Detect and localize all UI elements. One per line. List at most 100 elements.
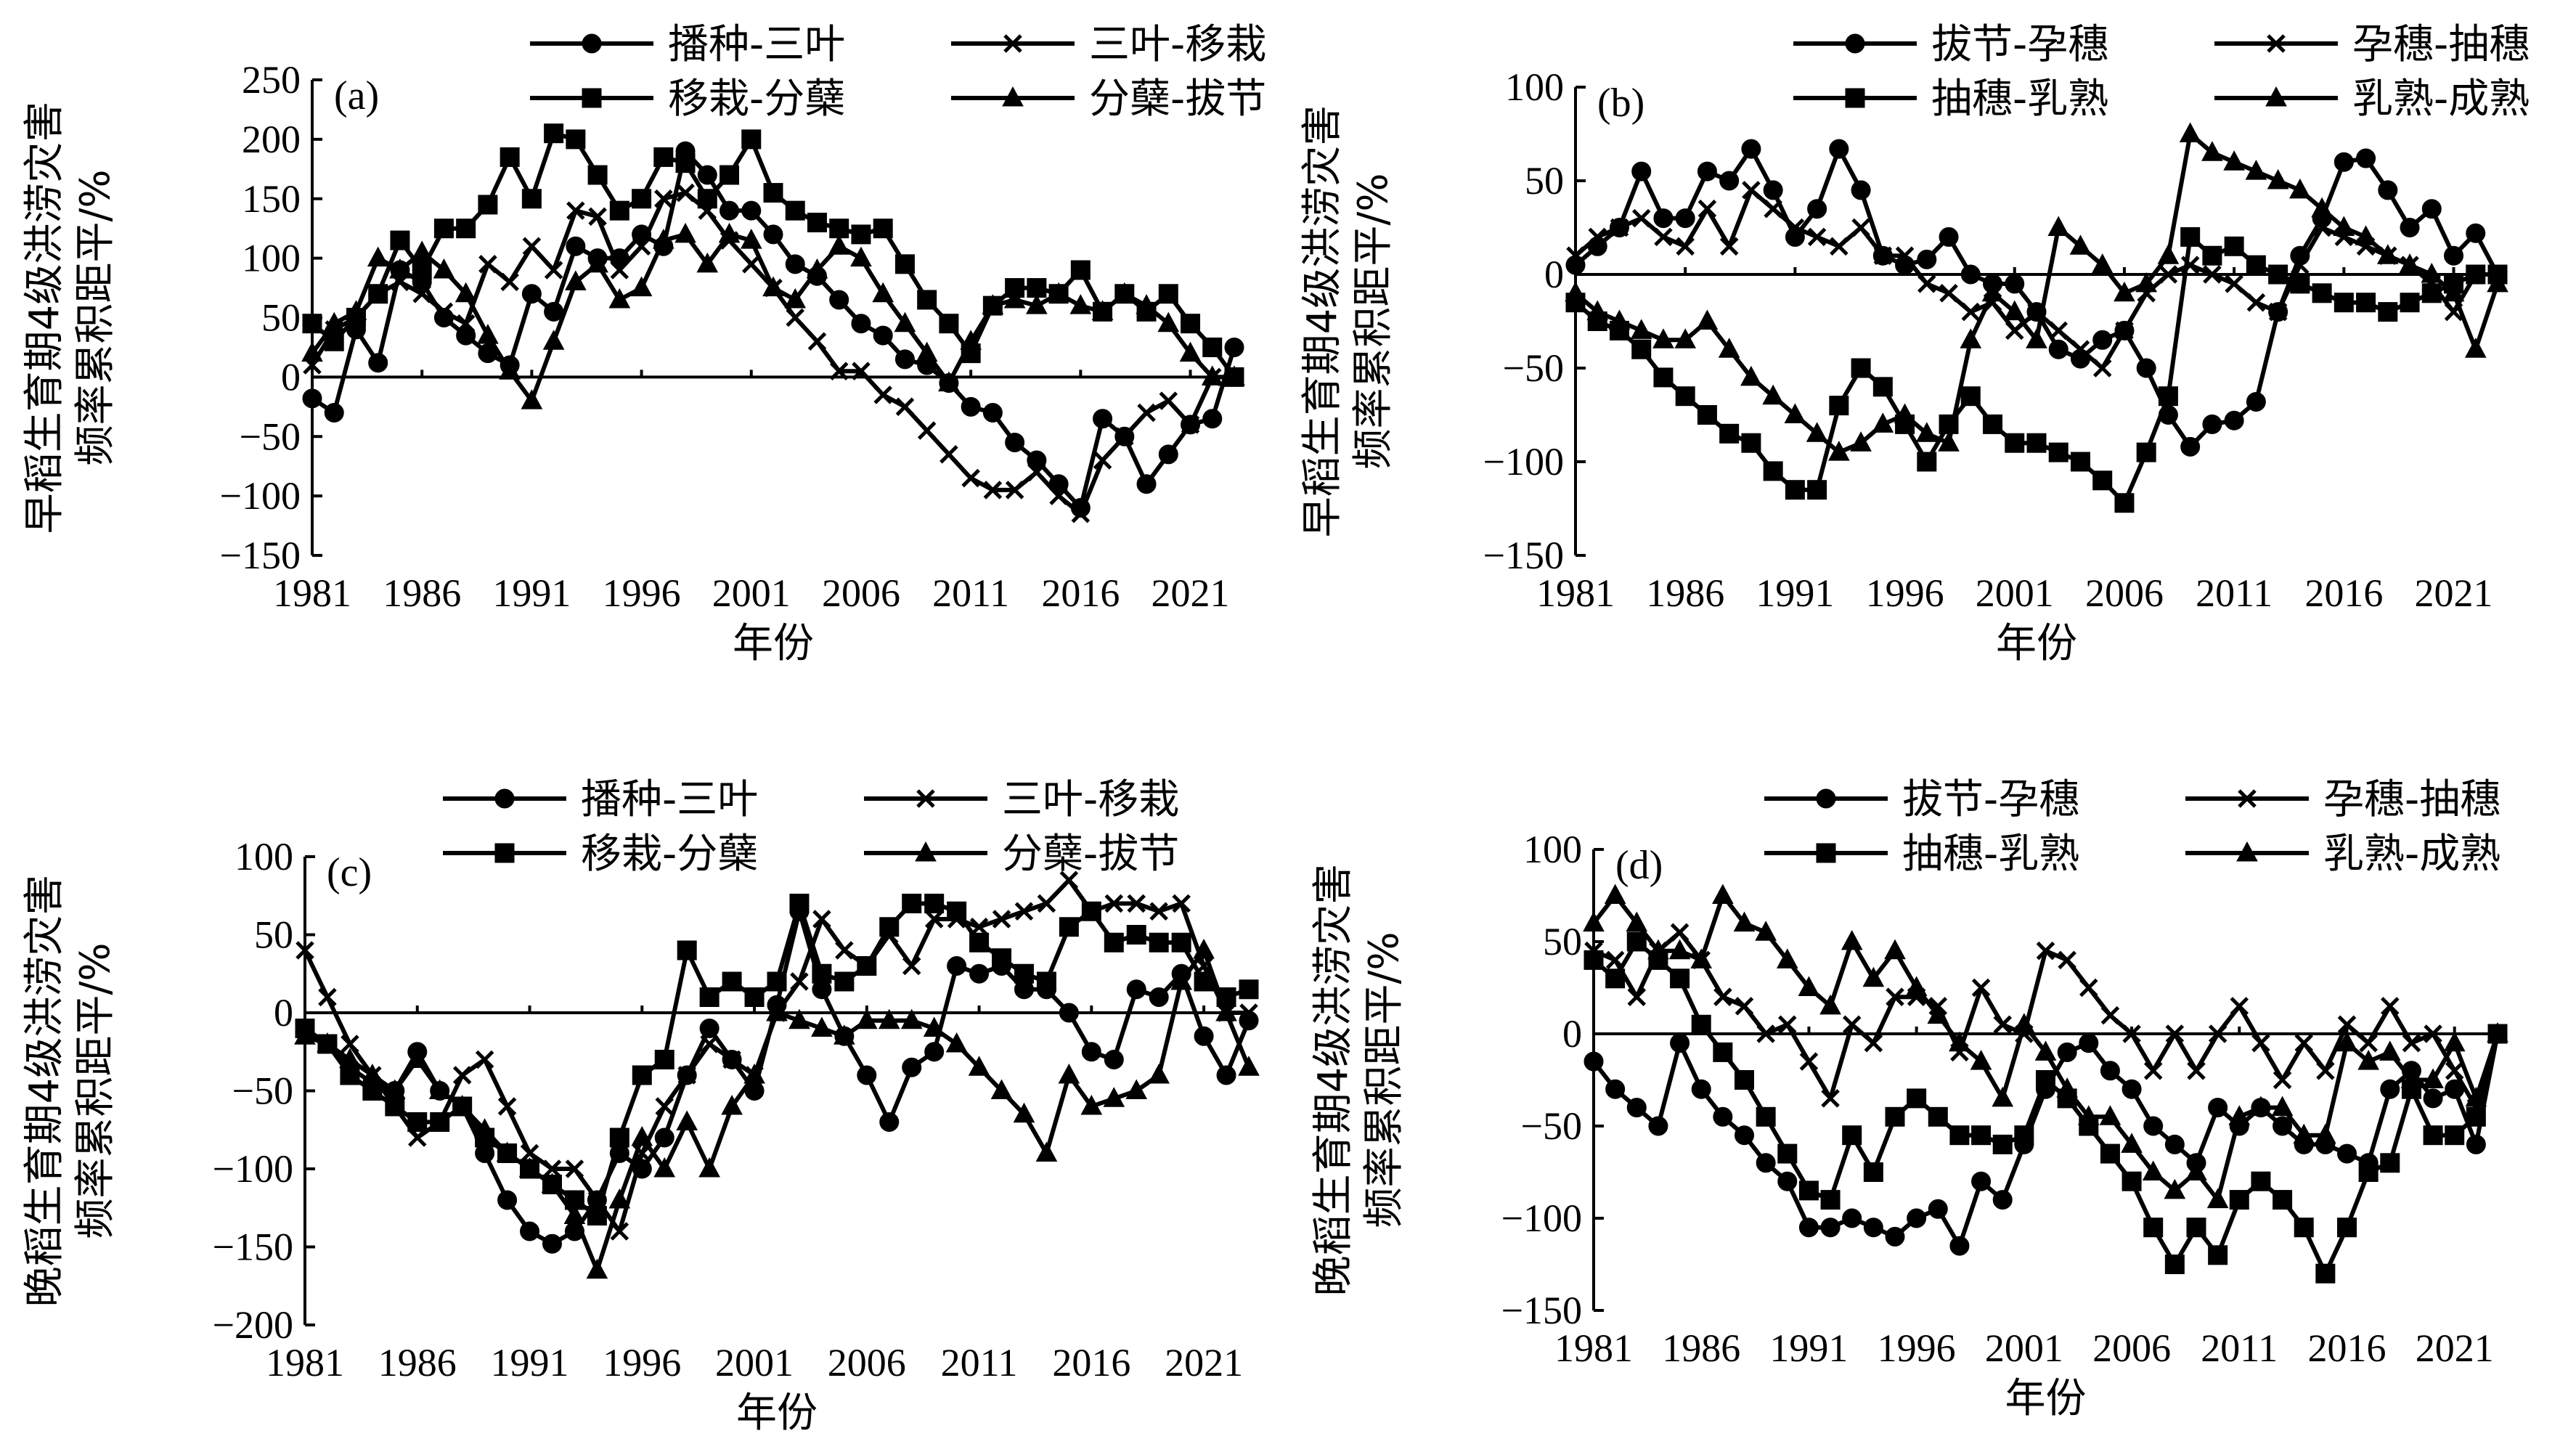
data-point — [2114, 493, 2135, 513]
y-tick-label: −50 — [232, 1069, 293, 1113]
x-tick-label: 2021 — [2415, 571, 2493, 615]
data-point — [1798, 976, 1820, 996]
data-point — [1676, 237, 1695, 256]
data-point — [1631, 339, 1652, 359]
data-point — [2100, 1006, 2120, 1025]
data-point — [2157, 244, 2180, 264]
data-point — [2187, 1061, 2206, 1080]
data-point — [1777, 1171, 1798, 1191]
data-point — [2223, 150, 2245, 171]
data-point — [2165, 1024, 2185, 1043]
data-point — [1992, 1190, 2013, 1210]
data-point — [302, 314, 322, 334]
x-tick-label: 1996 — [1866, 571, 1944, 615]
data-point — [2005, 433, 2025, 453]
data-point — [2400, 218, 2420, 237]
data-point — [902, 1057, 922, 1077]
data-point — [1036, 971, 1056, 992]
data-point — [857, 956, 877, 976]
data-point — [1675, 208, 1695, 229]
data-point — [2121, 1133, 2143, 1153]
data-point — [741, 200, 762, 221]
data-point — [1970, 1050, 1992, 1070]
data-point — [1776, 948, 1798, 968]
data-point — [1755, 921, 1777, 941]
data-point — [2026, 433, 2047, 453]
legend-label: 拔节-孕穗 — [1931, 21, 2108, 68]
data-point — [2036, 1070, 2055, 1090]
data-point — [496, 1141, 518, 1162]
data-point — [2091, 253, 2114, 274]
data-point — [894, 254, 915, 274]
data-point — [1202, 337, 1223, 357]
data-point — [1239, 1003, 1258, 1022]
x-tick-label: 2021 — [2416, 1326, 2494, 1370]
x-tick-label: 2006 — [822, 571, 900, 615]
data-point — [1652, 328, 1674, 348]
data-point — [2005, 274, 2025, 294]
data-point — [451, 1094, 473, 1115]
data-point — [1648, 1116, 1668, 1136]
data-point — [2164, 1178, 2186, 1199]
data-point — [1762, 384, 1784, 405]
data-point — [2143, 1218, 2164, 1238]
data-point — [947, 901, 967, 921]
data-point — [1005, 278, 1025, 298]
x-axis-label: 年份 — [733, 620, 814, 667]
data-point — [566, 201, 585, 220]
series-4 — [1583, 884, 2508, 1209]
y-axis-label-line2: 频率累积距平/% — [1350, 173, 1397, 469]
data-point — [785, 200, 805, 221]
y-tick-label: −50 — [1503, 346, 1564, 390]
y-tick-label: 50 — [254, 913, 293, 957]
x-axis-label: 年份 — [2005, 1375, 2087, 1422]
legend-item: 播种-三叶 — [443, 776, 758, 823]
data-point — [2316, 1061, 2335, 1080]
data-point — [407, 1128, 427, 1147]
data-point — [1864, 1033, 1883, 1053]
data-point — [1807, 480, 1827, 500]
data-point — [1992, 1134, 2013, 1154]
data-point — [2273, 1070, 2292, 1090]
data-point — [1136, 294, 1157, 314]
data-point — [2442, 281, 2465, 302]
data-point — [806, 258, 828, 279]
data-point — [1799, 1052, 1819, 1071]
data-point — [473, 1118, 496, 1138]
series-4 — [294, 938, 1260, 1279]
data-point — [2208, 1024, 2227, 1043]
data-point — [2400, 1068, 2423, 1088]
data-point — [2315, 1263, 2336, 1284]
data-point — [1938, 431, 1960, 452]
data-point — [544, 123, 564, 144]
data-point — [744, 987, 765, 1007]
x-tick-label: 1991 — [1756, 571, 1834, 615]
panel-label: (b) — [1597, 81, 1644, 126]
data-point — [1718, 338, 1740, 358]
data-point — [1917, 274, 1936, 293]
data-point — [945, 1032, 968, 1053]
data-point — [1159, 391, 1178, 410]
data-point — [916, 341, 938, 362]
data-point — [720, 200, 740, 221]
data-point — [1764, 199, 1782, 219]
data-point — [653, 147, 674, 167]
y-tick-label: 50 — [1543, 920, 1582, 963]
data-point — [586, 1258, 608, 1279]
data-point — [323, 311, 346, 333]
x-tick-label: 1986 — [1662, 1326, 1740, 1370]
data-point — [2400, 293, 2420, 313]
data-point — [1756, 1024, 1775, 1043]
data-point — [1742, 181, 1761, 200]
data-point — [894, 311, 916, 333]
data-point — [1059, 1003, 1079, 1023]
data-point — [1081, 1042, 1101, 1062]
data-point — [477, 324, 499, 344]
data-point — [1093, 409, 1113, 429]
y-tick-label: 50 — [261, 296, 301, 340]
x-tick-label: 2011 — [932, 571, 1009, 615]
data-point — [2334, 152, 2354, 172]
data-point — [1719, 423, 1740, 444]
